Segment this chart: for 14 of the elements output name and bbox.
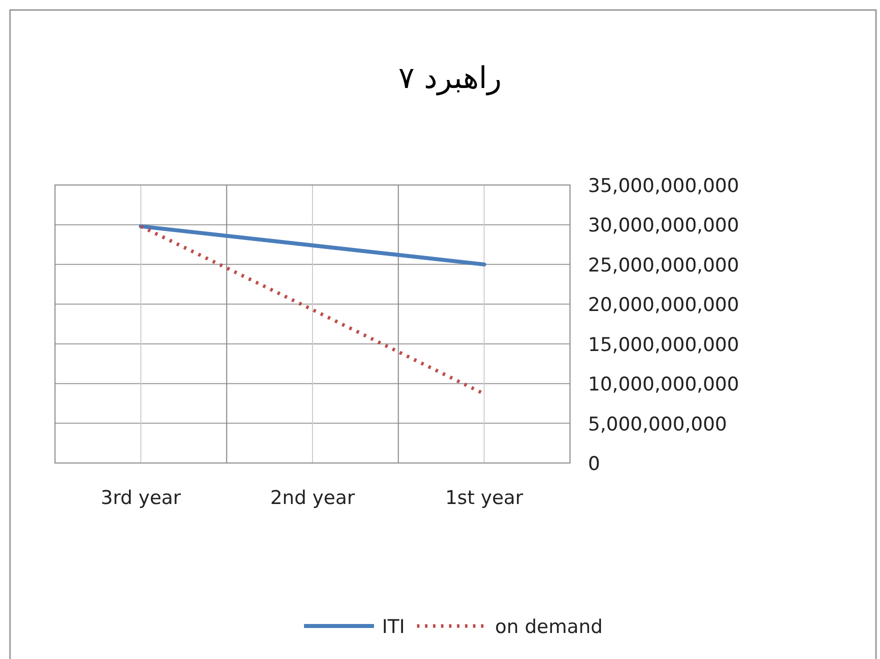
x-tick-label: 2nd year [270, 487, 355, 509]
y-tick-label: 5,000,000,000 [588, 413, 728, 436]
y-tick-label: 15,000,000,000 [588, 334, 740, 356]
x-tick-label: 1st year [445, 487, 524, 509]
y-tick-label: 0 [588, 453, 600, 475]
y-tick-label: 30,000,000,000 [588, 214, 740, 237]
chart-title: راهبرد ۷ [398, 61, 502, 96]
y-tick-label: 10,000,000,000 [588, 374, 740, 396]
legend-label: on demand [495, 616, 603, 638]
x-tick-label: 3rd year [100, 487, 182, 509]
legend-label: ITI [382, 616, 405, 638]
y-tick-label: 20,000,000,000 [588, 294, 740, 316]
y-tick-label: 35,000,000,000 [588, 175, 740, 197]
y-tick-label: 25,000,000,000 [588, 254, 740, 276]
